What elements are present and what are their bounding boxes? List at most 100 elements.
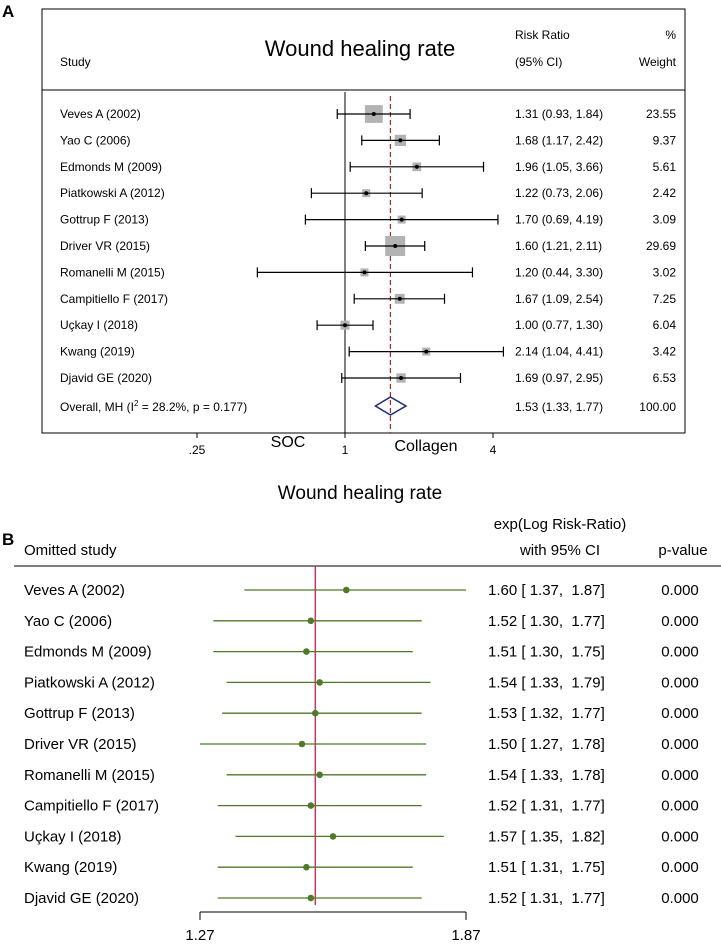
x-tick-label: 1	[342, 443, 349, 457]
p-value: 0.000	[661, 859, 699, 876]
p-value: 0.000	[661, 644, 699, 661]
omitted-study-label: Gottrup F (2013)	[24, 705, 135, 722]
study-row: Driver VR (2015) 1.60 (1.21, 2.11) 29.69	[60, 236, 676, 256]
p-value: 0.000	[661, 736, 699, 753]
study-weight: 3.02	[653, 265, 677, 279]
study-label: Uçkay I (2018)	[60, 318, 138, 332]
study-label: Driver VR (2015)	[60, 239, 150, 253]
point-estimate	[298, 740, 306, 748]
panel-a-letter: A	[2, 2, 14, 21]
x-tick-label: 4	[490, 443, 497, 457]
point-estimate	[316, 679, 324, 686]
estimate-ci-text: 1.50 [ 1.27, 1.78]	[488, 736, 605, 753]
p-value: 0.000	[661, 674, 699, 691]
estimate-ci-text: 1.53 [ 1.32, 1.77]	[488, 705, 605, 722]
p-value: 0.000	[661, 582, 699, 599]
panel-a: A Wound healing rate Study Risk Ratio (9…	[2, 2, 686, 457]
point-estimate	[362, 270, 367, 275]
estimate-ci-text: 1.51 [ 1.31, 1.75]	[488, 859, 605, 876]
omitted-study-row: Edmonds M (2009) 1.51 [ 1.30, 1.75] 0.000	[24, 644, 699, 661]
omitted-study-label: Romanelli M (2015)	[24, 767, 155, 784]
omitted-study-row: Veves A (2002) 1.60 [ 1.37, 1.87] 0.000	[24, 582, 699, 599]
panel-b-col-est-line2: with 95% CI	[519, 542, 600, 559]
overall-diamond	[373, 396, 408, 416]
study-label: Veves A (2002)	[60, 107, 141, 121]
overall-label: Overall, MH (I2 = 28.2%, p = 0.177)	[60, 399, 247, 414]
study-ci-text: 1.31 (0.93, 1.84)	[515, 107, 603, 121]
study-weight: 6.53	[653, 371, 677, 385]
study-row: Piatkowski A (2012) 1.22 (0.73, 2.06) 2.42	[60, 186, 676, 200]
study-ci-text: 1.00 (0.77, 1.30)	[515, 318, 603, 332]
panel-a-col-rr-line1: Risk Ratio	[515, 28, 570, 42]
study-row: Veves A (2002) 1.31 (0.93, 1.84) 23.55	[60, 105, 676, 123]
point-estimate	[371, 112, 376, 116]
estimate-ci-text: 1.51 [ 1.30, 1.75]	[488, 644, 605, 661]
study-row: Uçkay I (2018) 1.00 (0.77, 1.30) 6.04	[60, 318, 676, 332]
study-ci-text: 1.60 (1.21, 2.11)	[515, 239, 602, 253]
point-estimate	[316, 771, 324, 779]
p-value: 0.000	[661, 798, 699, 815]
omitted-study-label: Uçkay I (2018)	[24, 828, 122, 845]
estimate-ci-text: 1.54 [ 1.33, 1.78]	[488, 767, 605, 784]
study-label: Kwang (2019)	[60, 345, 135, 359]
study-label: Yao C (2006)	[60, 133, 130, 147]
omitted-study-label: Driver VR (2015)	[24, 736, 137, 753]
panel-b-x-axis: 1.27 1.87	[185, 911, 481, 944]
study-weight: 29.69	[646, 239, 676, 253]
study-row: Kwang (2019) 2.14 (1.04, 4.41) 3.42	[60, 345, 676, 359]
omitted-study-label: Piatkowski A (2012)	[24, 674, 155, 691]
panel-a-right-label: Collagen	[394, 438, 457, 455]
omitted-study-label: Campitiello F (2017)	[24, 798, 159, 815]
panel-a-left-label: SOC	[271, 434, 306, 451]
omitted-study-row: Djavid GE (2020) 1.52 [ 1.31, 1.77] 0.000	[24, 890, 699, 907]
study-ci-text: 1.68 (1.17, 2.42)	[515, 133, 603, 147]
point-estimate	[399, 217, 404, 222]
estimate-ci-text: 1.57 [ 1.35, 1.82]	[488, 828, 605, 845]
estimate-ci-text: 1.60 [ 1.37, 1.87]	[488, 582, 605, 599]
panel-b-title: Wound healing rate	[278, 483, 442, 504]
study-label: Campitiello F (2017)	[60, 292, 168, 306]
omitted-study-row: Campitiello F (2017) 1.52 [ 1.31, 1.77] 0.…	[24, 798, 699, 815]
panel-a-title: Wound healing rate	[265, 36, 455, 61]
study-ci-text: 1.22 (0.73, 2.06)	[515, 186, 603, 200]
study-ci-text: 1.96 (1.05, 3.66)	[515, 160, 603, 174]
point-estimate	[343, 323, 347, 328]
panel-b-study-rows: Veves A (2002) 1.60 [ 1.37, 1.87] 0.000Yao…	[24, 582, 699, 907]
p-value: 0.000	[661, 828, 699, 845]
study-label: Edmonds M (2009)	[60, 160, 162, 174]
omitted-study-label: Edmonds M (2009)	[24, 644, 152, 661]
study-label: Gottrup F (2013)	[60, 213, 149, 227]
panel-a-plot-area	[344, 92, 408, 433]
omitted-study-label: Djavid GE (2020)	[24, 890, 139, 907]
study-weight: 7.25	[653, 292, 677, 306]
panel-a-x-axis: .25 1 4	[189, 433, 497, 457]
point-estimate	[307, 894, 315, 902]
panel-b-col-study: Omitted study	[24, 542, 117, 559]
study-row: Gottrup F (2013) 1.70 (0.69, 4.19) 3.09	[60, 213, 676, 227]
study-weight: 9.37	[653, 133, 677, 147]
omitted-study-row: Piatkowski A (2012) 1.54 [ 1.33, 1.79] 0.0…	[24, 674, 699, 691]
omitted-study-row: Uçkay I (2018) 1.57 [ 1.35, 1.82] 0.000	[24, 828, 699, 845]
study-weight: 3.09	[653, 213, 677, 227]
panel-b-col-p: p-value	[658, 542, 707, 559]
omitted-study-row: Yao C (2006) 1.52 [ 1.30, 1.77] 0.000	[24, 613, 699, 630]
omitted-study-row: Romanelli M (2015) 1.54 [ 1.33, 1.78] 0.00…	[24, 767, 699, 784]
study-weight: 5.61	[653, 160, 677, 174]
point-estimate	[311, 709, 319, 717]
panel-b: Wound healing rate B Omitted study exp(L…	[2, 483, 721, 944]
study-row: Romanelli M (2015) 1.20 (0.44, 3.30) 3.02	[60, 265, 676, 279]
x-tick-label: 1.87	[451, 927, 480, 944]
study-ci-text: 1.20 (0.44, 3.30)	[515, 265, 603, 279]
panel-b-letter: B	[2, 530, 14, 549]
p-value: 0.000	[661, 613, 699, 630]
study-label: Romanelli M (2015)	[60, 265, 165, 279]
point-estimate	[399, 376, 404, 380]
panel-a-overall-row: Overall, MH (I2 = 28.2%, p = 0.177) 1.53…	[60, 399, 676, 414]
study-ci-text: 1.70 (0.69, 4.19)	[515, 213, 603, 227]
x-tick-label: 1.27	[185, 927, 214, 944]
point-estimate	[424, 349, 429, 354]
estimate-ci-text: 1.54 [ 1.33, 1.79]	[488, 674, 605, 691]
panel-a-col-study: Study	[60, 55, 91, 69]
estimate-ci-text: 1.52 [ 1.30, 1.77]	[488, 613, 605, 630]
